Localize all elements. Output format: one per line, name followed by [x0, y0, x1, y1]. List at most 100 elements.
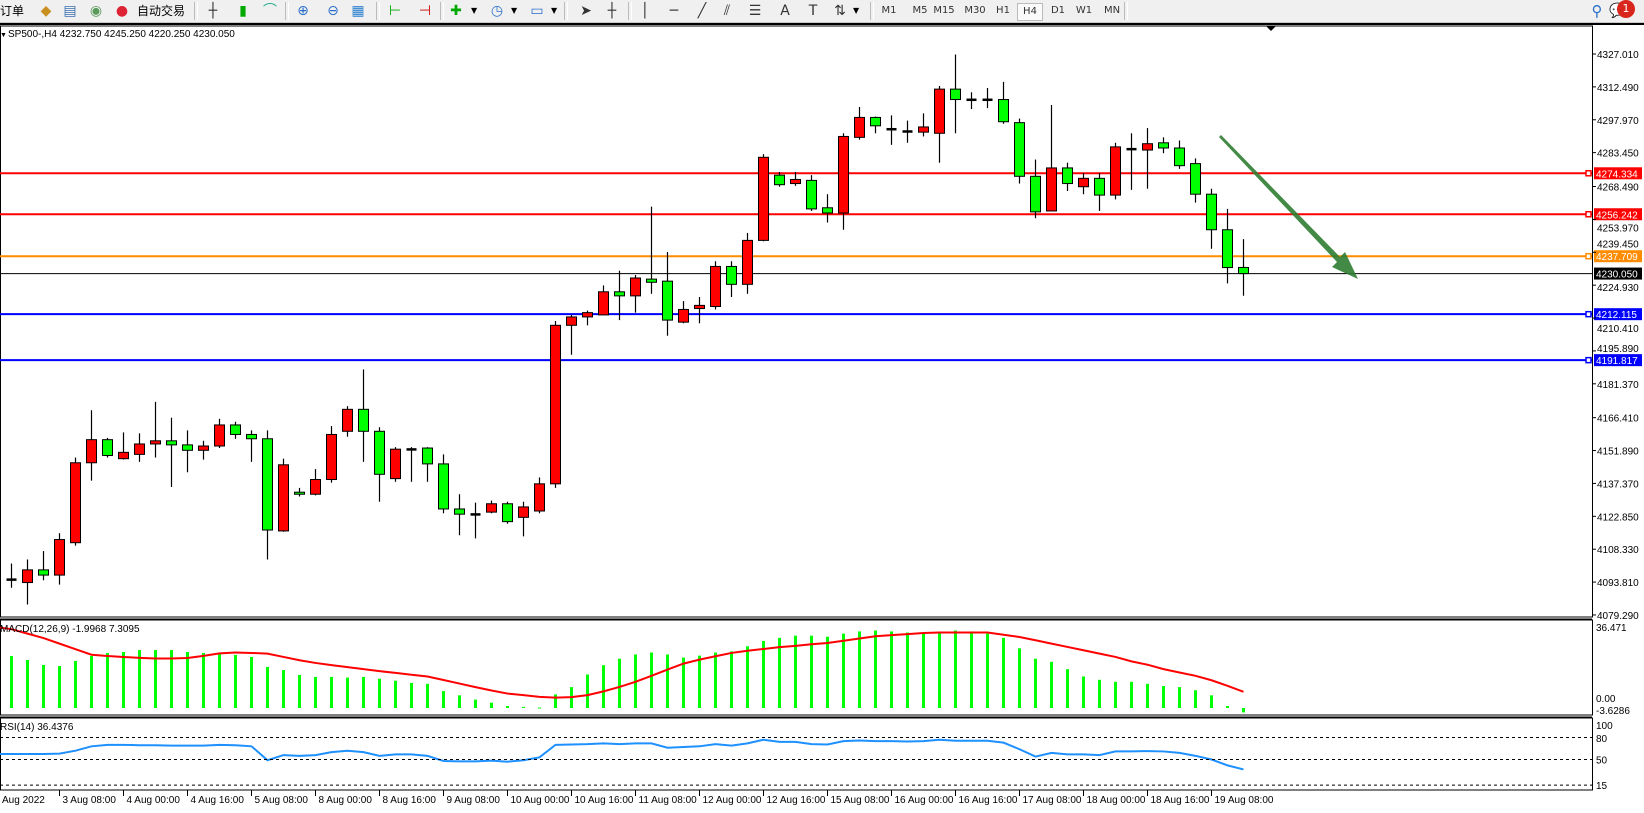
- macd-histogram-bar: [1178, 687, 1181, 708]
- chevron-down-icon[interactable]: ▼: [551, 6, 558, 15]
- auto-scroll-icon[interactable]: ⊢: [388, 3, 402, 19]
- candle-body: [1046, 167, 1057, 212]
- candle: [1062, 162, 1073, 192]
- period-h4-button[interactable]: H4: [1017, 3, 1043, 21]
- crosshair-icon[interactable]: ┼: [607, 3, 617, 19]
- macd-histogram-bar: [1066, 669, 1069, 708]
- candle: [246, 430, 257, 462]
- level-anchor-handle[interactable]: [1585, 170, 1592, 177]
- macd-histogram-bar: [714, 652, 717, 708]
- chart-window[interactable]: 4274.334 4256.242 4237.709 4230.050 4212.115…: [0, 25, 1644, 813]
- candle-body: [1174, 147, 1185, 167]
- candle: [486, 500, 497, 514]
- macd-histogram-bar: [122, 652, 125, 708]
- new-chart-icon[interactable]: ✚: [450, 3, 462, 19]
- price-tick-label: 4312.490: [1597, 83, 1639, 94]
- chevron-down-icon[interactable]: ▼: [511, 6, 518, 15]
- macd-histogram-bar: [826, 636, 829, 708]
- candle-body: [326, 433, 337, 481]
- tile-windows-icon[interactable]: ▦: [351, 3, 365, 19]
- level-anchor-handle[interactable]: [1585, 211, 1592, 218]
- text-label-icon[interactable]: T: [808, 3, 818, 19]
- equidistant-channel-icon[interactable]: ⫽: [723, 3, 731, 19]
- candle: [550, 321, 561, 488]
- candle: [230, 421, 241, 439]
- candle: [566, 314, 577, 355]
- rsi-level-label: 80: [1596, 734, 1608, 745]
- template-icon[interactable]: ▭: [530, 3, 544, 19]
- candle: [790, 172, 801, 186]
- candle: [886, 115, 897, 145]
- macd-histogram-bar: [794, 635, 797, 708]
- candle: [390, 447, 401, 482]
- book-icon[interactable]: ◆: [40, 3, 52, 19]
- period-h1-button[interactable]: H1: [996, 5, 1010, 16]
- macd-histogram-bar: [282, 670, 285, 708]
- time-label: 8 Aug 16:00: [383, 795, 437, 806]
- macd-histogram-bar: [954, 630, 957, 708]
- candle-body: [198, 445, 209, 451]
- macd-histogram-bar: [170, 650, 173, 708]
- macd-histogram-bar: [42, 664, 45, 708]
- candle: [326, 426, 337, 483]
- notification-badge[interactable]: 1: [1617, 0, 1635, 18]
- signal-icon[interactable]: ◉: [89, 3, 103, 19]
- chevron-down-icon[interactable]: ▼: [471, 6, 478, 15]
- candle: [710, 261, 721, 310]
- zoom-in-icon[interactable]: ⊕: [297, 3, 309, 19]
- macd-histogram-bar: [330, 676, 333, 708]
- toolbar-separator: [564, 2, 568, 20]
- period-w1-button[interactable]: W1: [1075, 5, 1093, 16]
- level-anchor-handle[interactable]: [1585, 310, 1592, 318]
- chart-shift-marker[interactable]: [1266, 26, 1276, 31]
- period-m15-button[interactable]: M15: [933, 5, 955, 16]
- candle-body: [1062, 167, 1073, 185]
- main-chart-panel: [0, 25, 1593, 618]
- chevron-down-icon[interactable]: ▼: [853, 6, 860, 15]
- zoom-out-icon[interactable]: ⊖: [327, 3, 339, 19]
- macd-histogram-bar: [602, 665, 605, 708]
- level-anchor-handle[interactable]: [1585, 356, 1592, 364]
- cursor-icon[interactable]: ➤: [580, 3, 592, 19]
- level-anchor-handle[interactable]: [1585, 252, 1592, 260]
- fibonacci-icon[interactable]: ☰: [748, 3, 762, 19]
- bar-chart-icon[interactable]: ┼: [208, 3, 218, 19]
- auto-trading-icon[interactable]: ●: [115, 3, 129, 19]
- period-m1-button[interactable]: M1: [881, 5, 897, 16]
- toolbar-separator: [1124, 2, 1128, 20]
- rsi-panel: [0, 717, 1593, 791]
- search-icon[interactable]: ⚲: [1591, 2, 1603, 20]
- candle: [198, 440, 209, 460]
- time-label: 16 Aug 16:00: [959, 795, 1018, 806]
- macd-histogram-bar: [554, 694, 557, 708]
- text-icon[interactable]: A: [780, 3, 790, 19]
- period-mn-button[interactable]: MN: [1103, 5, 1121, 16]
- line-chart-icon[interactable]: ⌒: [263, 3, 277, 19]
- auto-trading-button[interactable]: 自动交易: [136, 4, 185, 18]
- clock-icon[interactable]: ◷: [490, 3, 504, 19]
- arrows-icon[interactable]: ⇅: [834, 3, 846, 19]
- candle: [646, 206, 657, 294]
- candle-body: [134, 443, 145, 455]
- macd-histogram-bar: [858, 631, 861, 708]
- candle-body: [1078, 177, 1089, 188]
- candle: [918, 113, 929, 137]
- candlestick-icon[interactable]: ▮: [239, 3, 247, 19]
- horizontal-line-icon[interactable]: ─: [669, 3, 679, 19]
- period-d1-button[interactable]: D1: [1050, 5, 1066, 16]
- candle-body: [1094, 177, 1105, 196]
- candle-body: [1014, 122, 1025, 177]
- collapse-triangle-icon[interactable]: ▼: [0, 32, 7, 39]
- level-price-label: 4274.334: [1596, 169, 1638, 180]
- candle-body: [358, 408, 369, 432]
- chart-shift-icon[interactable]: ⊣: [418, 3, 432, 19]
- period-m30-button[interactable]: M30: [964, 5, 986, 16]
- candle-body: [70, 462, 81, 544]
- terminal-icon[interactable]: ▤: [63, 3, 77, 19]
- vertical-line-icon[interactable]: │: [640, 3, 650, 19]
- candle: [966, 92, 977, 110]
- trendline-icon[interactable]: ╱: [697, 3, 707, 19]
- new-order-button[interactable]: 订单: [0, 4, 25, 18]
- trend-arrow[interactable]: [1219, 135, 1358, 279]
- period-m5-button[interactable]: M5: [912, 5, 928, 16]
